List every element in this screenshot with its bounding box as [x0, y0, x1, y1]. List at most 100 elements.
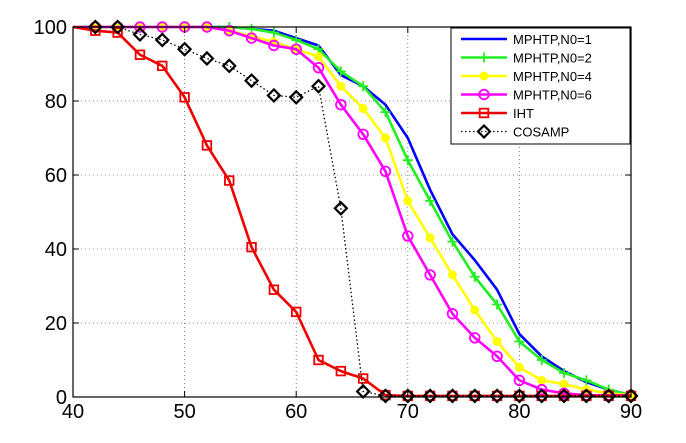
legend-label: IHT	[513, 106, 534, 121]
data-point	[536, 390, 547, 402]
legend-label: MPHTP,N0=6	[513, 88, 592, 103]
data-point	[266, 87, 282, 104]
legend-marker	[479, 52, 489, 63]
data-point	[290, 306, 302, 318]
data-point	[400, 388, 416, 404]
data-point	[268, 284, 280, 295]
legend-entry: MPHTP,N0=6	[461, 88, 592, 103]
data-point	[291, 34, 302, 45]
data-point	[268, 39, 280, 52]
legend-label: MPHTP,N0=2	[513, 51, 592, 66]
data-point	[513, 374, 526, 387]
data-point	[246, 241, 257, 253]
y-tick-label: 80	[45, 91, 67, 113]
data-point	[268, 27, 279, 38]
legend-marker	[479, 71, 489, 81]
data-point	[380, 107, 391, 118]
y-tick-label: 0	[56, 387, 67, 409]
data-point	[581, 375, 592, 386]
data-point	[559, 367, 570, 378]
data-point	[314, 52, 324, 62]
data-point	[492, 337, 502, 346]
data-point	[536, 355, 547, 365]
data-point	[492, 299, 503, 310]
data-point	[134, 49, 146, 60]
data-point	[244, 73, 260, 89]
data-point	[623, 388, 639, 404]
x-tick-label: 60	[285, 401, 307, 423]
legend-marker	[478, 107, 490, 119]
data-point	[179, 92, 190, 103]
x-tick-label: 50	[173, 401, 195, 423]
legend-label: MPHTP,N0=4	[513, 69, 592, 84]
y-tick-label: 40	[45, 239, 67, 261]
data-point	[112, 27, 123, 38]
data-point	[358, 103, 368, 113]
data-point	[402, 155, 413, 166]
data-point	[469, 271, 480, 282]
data-point	[290, 43, 302, 55]
data-point	[601, 388, 617, 404]
data-point	[556, 388, 572, 404]
data-point	[603, 390, 614, 402]
data-point	[469, 332, 481, 344]
x-tick-label: 70	[397, 401, 419, 423]
legend-entry: IHT	[461, 106, 534, 121]
axis-ticks: 40 50 60 70 80 90 0 20 40 60 80 100	[34, 17, 643, 423]
data-point	[536, 383, 548, 396]
data-point	[288, 89, 304, 105]
data-point	[491, 390, 503, 402]
data-point	[221, 58, 237, 74]
data-point	[514, 362, 524, 372]
data-point	[403, 196, 413, 206]
x-tick-label: 90	[620, 401, 642, 423]
data-point	[425, 233, 435, 243]
data-point	[537, 375, 547, 385]
legend-label: MPHTP,N0=1	[513, 32, 592, 47]
data-point	[335, 365, 347, 377]
y-tick-label: 100	[34, 17, 67, 39]
legend-marker	[478, 88, 490, 101]
data-point	[199, 50, 215, 67]
data-point	[424, 269, 436, 281]
data-point	[425, 195, 436, 206]
data-point	[358, 81, 369, 92]
data-point	[379, 165, 392, 178]
data-point	[87, 19, 103, 35]
data-point	[154, 32, 170, 48]
data-point	[559, 379, 569, 389]
legend-entry: COSAMP	[461, 123, 569, 140]
legend-box	[450, 27, 631, 145]
data-point	[470, 305, 480, 315]
data-point	[335, 98, 347, 111]
data-point	[310, 78, 327, 94]
data-point	[511, 388, 527, 404]
legend: MPHTP,N0=1 MPHTP,N0=2 MPHTP,N0=4 MPHTP,N0=6…	[450, 27, 631, 145]
x-tick-label: 40	[62, 401, 84, 423]
data-point	[534, 388, 550, 404]
data-point	[357, 373, 369, 384]
data-point	[444, 388, 460, 404]
data-point	[491, 350, 503, 363]
data-point	[312, 61, 325, 74]
data-point	[357, 128, 369, 141]
data-point	[223, 25, 235, 37]
data-point	[514, 336, 525, 347]
data-point	[245, 32, 258, 44]
data-point	[447, 236, 458, 247]
data-point	[447, 390, 458, 402]
data-point	[132, 26, 148, 42]
data-point	[558, 390, 570, 402]
data-point	[489, 388, 505, 404]
data-point	[177, 41, 193, 57]
y-tick-label: 60	[45, 165, 67, 187]
data-point	[467, 388, 483, 404]
data-point	[224, 175, 235, 186]
data-point	[446, 308, 459, 320]
data-point	[313, 354, 324, 366]
data-point	[336, 81, 346, 91]
data-point	[201, 140, 213, 151]
legend-marker	[476, 123, 492, 140]
data-point	[380, 133, 390, 143]
